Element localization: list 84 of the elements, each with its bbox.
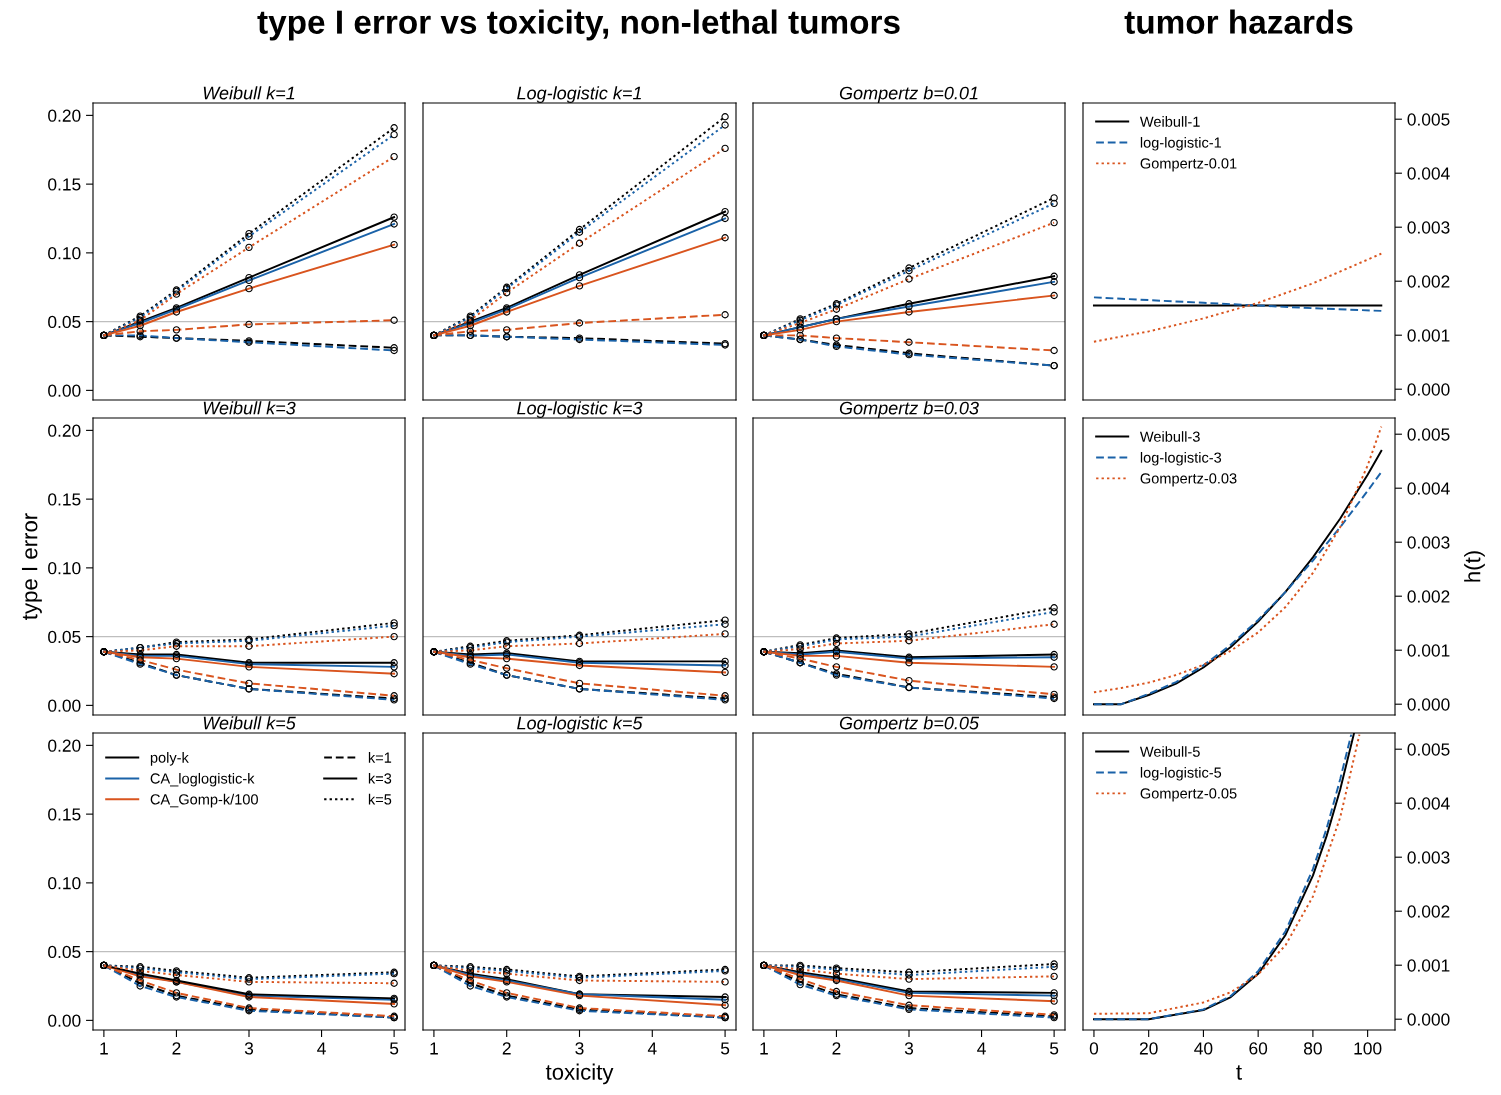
y2-tick-label: 0.004 [1407, 797, 1450, 810]
y-tick-label: 0.10 [48, 877, 81, 890]
x-tick-label: 40 [1194, 1042, 1213, 1055]
legend-label: log-logistic-1 [1140, 137, 1222, 151]
y2-tick-label: 0.003 [1407, 536, 1450, 549]
legend-label: CA_Gomp-k/100 [150, 793, 258, 808]
chart-title: Weibull k=5 [203, 716, 296, 730]
legend-label: k=3 [368, 772, 392, 784]
legend-label: log-logistic-5 [1140, 767, 1222, 781]
y-tick-label: 0.00 [48, 384, 81, 397]
legend-label: CA_loglogistic-k [150, 772, 255, 787]
y-tick-label: 0.10 [48, 562, 81, 575]
legend-label: Gompertz-0.03 [1140, 473, 1237, 487]
y2-tick-label: 0.004 [1407, 167, 1450, 180]
legend-label: log-logistic-3 [1140, 452, 1222, 466]
y-tick-label: 0.00 [48, 699, 81, 712]
x-axis-title: toxicity [545, 1063, 614, 1085]
y2-tick-label: 0.005 [1407, 113, 1450, 126]
y-tick-label: 0.05 [48, 315, 81, 329]
y2-tick-label: 0.001 [1407, 329, 1450, 342]
legend-label: k=5 [368, 793, 392, 805]
y-tick-label: 0.15 [48, 808, 81, 821]
y2-tick-label: 0.000 [1407, 383, 1450, 396]
y2-tick-label: 0.001 [1407, 959, 1450, 972]
x-tick-label: 100 [1354, 1042, 1382, 1055]
y2-tick-label: 0.000 [1407, 698, 1450, 711]
x-tick-label: 60 [1249, 1042, 1268, 1055]
y2-tick-label: 0.002 [1407, 590, 1450, 603]
y2-tick-label: 0.000 [1407, 1013, 1450, 1026]
y2-tick-label: 0.003 [1407, 851, 1450, 864]
y-tick-label: 0.15 [48, 493, 81, 506]
x-tick-label: 1 [760, 1042, 768, 1055]
y-tick-label: 0.05 [48, 945, 81, 959]
chart-title: Log-logistic k=1 [517, 86, 641, 103]
y-tick-label: 0.10 [48, 247, 81, 260]
y-tick-label: 0.05 [48, 630, 81, 644]
y2-tick-label: 0.005 [1407, 428, 1450, 441]
annotation: poly-k [150, 752, 189, 766]
x-axis-title: t [1236, 1065, 1242, 1080]
x-tick-label: 4 [317, 1042, 326, 1055]
y2-tick-label: 0.004 [1407, 482, 1450, 495]
x-tick-label: 1 [100, 1042, 108, 1055]
x-tick-label: 4 [647, 1042, 657, 1055]
x-tick-label: 5 [720, 1042, 730, 1055]
x-tick-label: 5 [1049, 1042, 1059, 1055]
y-tick-label: 0.20 [48, 109, 81, 122]
chart-title: Gompertz b=0.03 [839, 401, 979, 418]
y2-tick-label: 0.002 [1407, 275, 1450, 288]
x-tick-label: 2 [502, 1042, 511, 1055]
y2-tick-label: 0.002 [1407, 905, 1450, 918]
legend-label: Weibull-1 [1139, 116, 1200, 127]
y-tick-label: 0.20 [48, 739, 81, 752]
y-axis-title: type I error [21, 513, 42, 620]
x-tick-label: 1 [430, 1042, 438, 1055]
y2-tick-label: 0.005 [1407, 743, 1450, 756]
x-tick-label: 20 [1139, 1042, 1158, 1055]
x-tick-label: 4 [977, 1042, 986, 1055]
legend-label: k=1 [368, 752, 392, 763]
chart-title: Log-logistic k=5 [517, 716, 643, 733]
y2-axis-title: h(t) [1464, 551, 1485, 582]
x-tick-label: 3 [904, 1042, 914, 1055]
y2-tick-label: 0.003 [1407, 221, 1450, 234]
legend-label: Weibull-5 [1139, 746, 1200, 757]
x-tick-label: 3 [244, 1042, 254, 1055]
x-tick-label: 5 [389, 1042, 399, 1055]
legend-label: Gompertz-0.05 [1140, 788, 1237, 802]
y-tick-label: 0.20 [48, 424, 81, 437]
x-tick-label: 2 [172, 1042, 181, 1055]
x-tick-label: 3 [575, 1042, 584, 1055]
y-tick-label: 0.15 [48, 178, 81, 191]
legend-label: Gompertz-0.01 [1140, 158, 1237, 172]
chart-title: Weibull k=1 [203, 86, 295, 100]
x-tick-label: 80 [1303, 1042, 1322, 1055]
x-tick-label: 2 [832, 1042, 841, 1055]
chart-title: Log-logistic k=3 [517, 401, 643, 418]
text: tumor hazards [1124, 9, 1353, 34]
text: type I error vs toxicity, non-lethal tumors [257, 9, 900, 41]
x-tick-label: 0 [1089, 1042, 1099, 1055]
chart-title: Gompertz b=0.05 [839, 716, 980, 733]
y2-tick-label: 0.001 [1407, 644, 1450, 657]
legend-label: Weibull-3 [1139, 431, 1200, 442]
y-tick-label: 0.00 [48, 1014, 81, 1027]
chart-title: Weibull k=3 [203, 401, 296, 415]
chart-title: Gompertz b=0.01 [839, 86, 978, 103]
